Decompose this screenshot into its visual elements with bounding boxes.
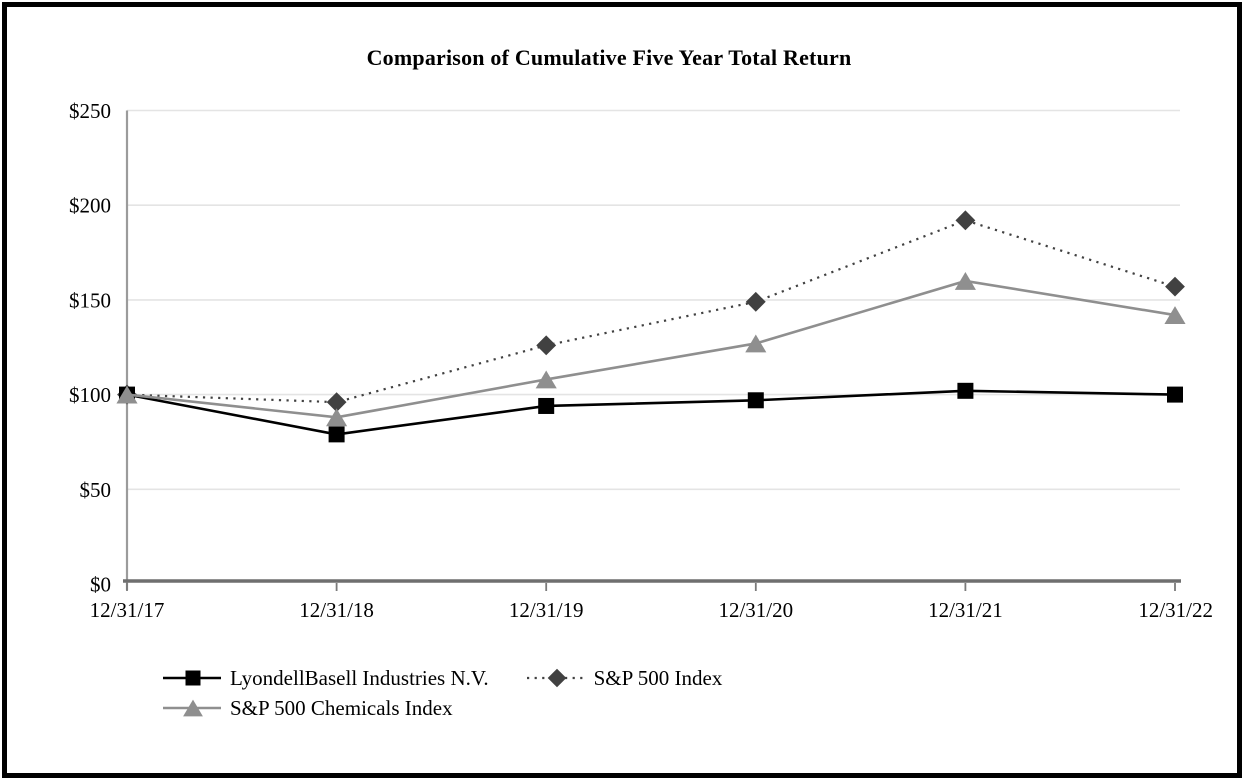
- legend: LyondellBasell Industries N.V. S&P 500 In…: [163, 663, 722, 723]
- series-line: [126, 279, 1176, 419]
- diamond-marker: [1165, 276, 1185, 297]
- x-tick-label: 12/31/17: [90, 598, 165, 622]
- y-tick-label: $50: [80, 478, 112, 502]
- gridlines: [127, 109, 1180, 491]
- diamond-marker: [955, 210, 976, 231]
- legend-item: S&P 500 Chemicals Index: [163, 696, 453, 721]
- x-tick-label: 12/31/19: [509, 598, 584, 622]
- y-tick-label: $200: [69, 194, 111, 218]
- diamond-marker: [536, 335, 557, 356]
- y-tick-label: $250: [69, 99, 111, 123]
- square-marker: [538, 397, 555, 414]
- x-tick-label: 12/31/18: [299, 598, 374, 622]
- legend-label: LyondellBasell Industries N.V.: [230, 665, 489, 690]
- legend-item: LyondellBasell Industries N.V.: [163, 666, 489, 691]
- triangle-marker: [116, 385, 138, 404]
- square-marker: [185, 670, 201, 686]
- y-axis-labels: $0 $50 $100 $150 $200 $250: [69, 99, 111, 597]
- square-marker: [328, 426, 345, 443]
- legend-label: S&P 500 Index: [593, 665, 723, 690]
- legend-diamond-sample-icon: [526, 668, 585, 688]
- square-marker: [747, 392, 764, 409]
- x-tick-label: 12/31/22: [1138, 598, 1213, 622]
- triangle-marker: [1164, 306, 1186, 325]
- legend-label: S&P 500 Chemicals Index: [230, 695, 453, 720]
- triangle-marker: [183, 699, 203, 717]
- legend-row: LyondellBasell Industries N.V. S&P 500 In…: [163, 663, 722, 693]
- series-line: [126, 219, 1176, 404]
- square-marker: [957, 382, 974, 399]
- diamond-marker: [745, 291, 766, 312]
- x-axis-labels: 12/31/17 12/31/18 12/31/19 12/31/20 12/31/21…: [90, 598, 1213, 622]
- y-tick-label: $150: [69, 288, 111, 312]
- chart-title: Comparison of Cumulative Five Year Total…: [366, 45, 852, 70]
- triangle-marker: [326, 408, 348, 427]
- legend-square-sample-icon: [163, 670, 221, 686]
- square-marker: [1167, 386, 1183, 403]
- x-axis-ticks: [126, 583, 1176, 591]
- legend-item: S&P 500 Index: [526, 665, 723, 691]
- y-tick-label: $0: [90, 573, 111, 597]
- legend-triangle-sample-icon: [163, 699, 221, 717]
- diamond-marker: [326, 392, 347, 413]
- triangle-marker: [745, 334, 767, 353]
- series-diamond: [117, 210, 1185, 413]
- y-tick-label: $100: [69, 383, 111, 407]
- x-tick-label: 12/31/21: [928, 598, 1003, 622]
- legend-row: S&P 500 Chemicals Index: [163, 693, 722, 723]
- triangle-marker: [535, 370, 557, 389]
- series-line: [126, 389, 1176, 436]
- series-triangle: [116, 272, 1186, 427]
- x-tick-label: 12/31/20: [718, 598, 793, 622]
- diamond-marker: [547, 668, 566, 688]
- triangle-marker: [954, 272, 976, 290]
- series-square: [119, 382, 1183, 443]
